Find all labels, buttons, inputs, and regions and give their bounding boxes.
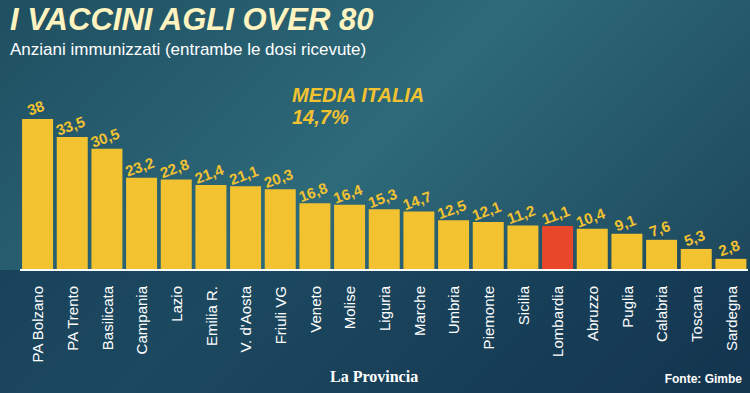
svg-text:11,1: 11,1 [539,202,571,228]
svg-text:Veneto: Veneto [307,286,324,333]
svg-text:38: 38 [25,97,46,119]
svg-text:11,2: 11,2 [505,201,537,227]
svg-text:Basilicata: Basilicata [99,285,116,350]
svg-text:Sardegna: Sardegna [723,285,740,351]
html-text:14,7%: 14,7% [292,106,349,128]
svg-text:Campania: Campania [133,285,150,354]
svg-text:12,5: 12,5 [435,196,468,222]
html-text:MEDIA ITALIA: MEDIA ITALIA [292,84,425,106]
svg-text:Abruzzo: Abruzzo [584,286,601,341]
svg-text:Lombardia: Lombardia [549,285,566,357]
svg-text:10,4: 10,4 [574,204,608,230]
svg-text:12,1: 12,1 [470,198,503,224]
svg-text:15,3: 15,3 [366,185,399,211]
html-text:Fonte: Gimbe: Fonte: Gimbe [664,372,742,386]
svg-text:21,4: 21,4 [192,161,226,187]
html-text:I VACCINI AGLI OVER 80: I VACCINI AGLI OVER 80 [10,2,374,37]
svg-text:PA Trento: PA Trento [64,286,81,351]
svg-text:Calabria: Calabria [653,285,670,342]
svg-text:Marche: Marche [411,286,428,336]
svg-text:16,4: 16,4 [331,180,365,206]
svg-text:23,2: 23,2 [123,154,156,180]
svg-text:Toscana: Toscana [688,285,705,342]
svg-text:Sicilia: Sicilia [515,285,532,325]
svg-text:Molise: Molise [341,286,358,329]
svg-text:Lazio: Lazio [168,286,185,322]
svg-text:30,5: 30,5 [88,125,121,151]
svg-text:Friuli VG: Friuli VG [272,286,289,344]
svg-text:2,8: 2,8 [716,236,741,259]
html-text:La Provincia: La Provincia [330,368,419,385]
svg-text:Puglia: Puglia [619,285,636,327]
svg-text:7,6: 7,6 [647,217,672,240]
svg-text:33,5: 33,5 [54,113,87,139]
svg-text:Umbria: Umbria [445,285,462,334]
svg-text:Liguria: Liguria [376,285,393,331]
svg-text:14,7: 14,7 [400,187,433,213]
svg-text:V. d'Aosta: V. d'Aosta [237,285,254,352]
svg-text:16,8: 16,8 [296,179,329,205]
svg-text:20,3: 20,3 [262,165,295,191]
svg-text:Emilia R.: Emilia R. [203,286,220,346]
svg-text:9,1: 9,1 [612,211,637,234]
svg-text:5,3: 5,3 [682,226,707,249]
svg-text:PA Bolzano: PA Bolzano [29,286,46,362]
svg-text:21,1: 21,1 [227,162,260,188]
svg-text:Piemonte: Piemonte [480,286,497,349]
html-text:Anziani immunizzati (entrambe: Anziani immunizzati (entrambe le dosi ri… [10,40,367,59]
svg-text:22,8: 22,8 [158,155,191,181]
